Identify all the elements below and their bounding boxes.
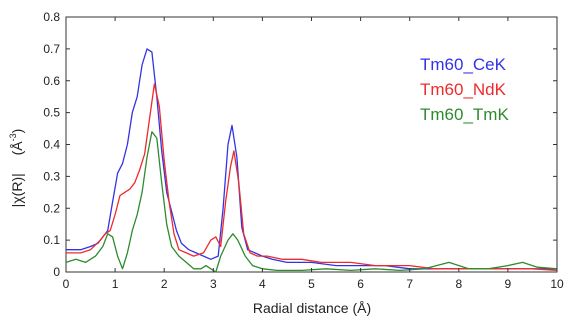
y-axis-label-unit-exponent: -3 — [8, 133, 18, 141]
y-axis-label-main: |χ(R)| — [9, 173, 25, 207]
series-line-tm60-tmk — [65, 131, 558, 273]
series-line-tm60-ndk — [66, 83, 558, 272]
x-tick-label: 5 — [308, 277, 315, 291]
x-tick-label: 2 — [161, 277, 168, 291]
y-axis-ticks: 0 0.1 0.2 0.3 0.4 0.5 0.6 0.7 0.8 — [43, 10, 557, 279]
y-tick-label: 0.8 — [43, 10, 60, 24]
series-line-tm60-cek — [66, 48, 557, 270]
y-tick-label: 0.1 — [43, 233, 60, 247]
y-tick-label: 0.4 — [43, 138, 60, 152]
x-tick-label: 10 — [550, 277, 564, 291]
y-tick-label: 0.3 — [43, 169, 60, 183]
y-axis-label-unit-close: ) — [9, 129, 25, 134]
y-tick-label: 0.6 — [43, 74, 60, 88]
y-axis-label-unit: (Å — [9, 141, 25, 156]
legend-entry: Tm60_TmK — [420, 105, 509, 124]
x-tick-label: 8 — [455, 277, 462, 291]
legend-entry: Tm60_NdK — [420, 80, 507, 99]
x-tick-label: 3 — [210, 277, 217, 291]
x-axis-label: Radial distance (Å) — [253, 300, 371, 316]
x-tick-label: 1 — [112, 277, 119, 291]
y-axis-label-group: |χ(R)| (Å-3) — [8, 129, 25, 208]
y-tick-label: 0.7 — [43, 42, 60, 56]
y-tick-label: 0.2 — [43, 201, 60, 215]
x-tick-label: 0 — [63, 277, 70, 291]
y-tick-label: 0 — [53, 265, 60, 279]
x-tick-label: 4 — [259, 277, 266, 291]
legend: Tm60_CeK Tm60_NdK Tm60_TmK — [420, 55, 509, 124]
x-tick-label: 7 — [406, 277, 413, 291]
y-axis-label: |χ(R)| (Å-3) — [8, 129, 25, 208]
legend-entry: Tm60_CeK — [420, 55, 507, 74]
x-tick-label: 9 — [505, 277, 512, 291]
y-tick-label: 0.5 — [43, 106, 60, 120]
x-tick-label: 6 — [357, 277, 364, 291]
x-axis-ticks: 0 1 2 3 4 5 6 7 8 9 10 — [63, 17, 564, 291]
series-layer — [65, 48, 558, 273]
